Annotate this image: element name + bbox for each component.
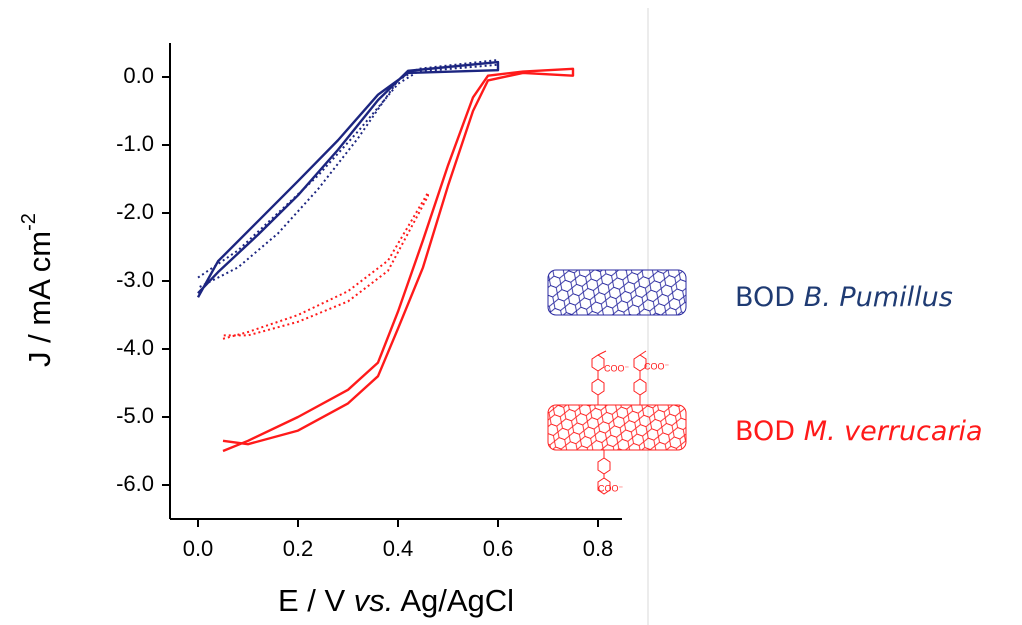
series-line	[197, 59, 499, 289]
y-tick-label: -3.0	[116, 267, 154, 292]
structure-label: COO⁻	[644, 361, 670, 371]
structure-labels: COO⁻ COO⁻ COO⁻	[598, 361, 670, 493]
legend-entry: BOD B. Pumillus	[735, 282, 953, 313]
series-line	[222, 67, 575, 453]
y-tick-label: -6.0	[116, 471, 154, 496]
structure-label: COO⁻	[598, 483, 624, 493]
nanotube-red	[547, 350, 687, 495]
x-axis-label: E / V vs. Ag/AgCl	[278, 583, 514, 618]
series-line	[196, 60, 500, 298]
y-tick-label: -1.0	[116, 131, 154, 156]
series-line	[222, 191, 429, 340]
legend-entry: BOD M. verrucaria	[735, 416, 983, 447]
y-tick-label: 0.0	[123, 63, 154, 88]
nanotube-blue	[547, 269, 687, 316]
y-axis-label: J / mA cm-2	[18, 213, 57, 367]
x-tick-label: 0.6	[483, 536, 514, 561]
y-tick-label: -2.0	[116, 199, 154, 224]
y-tick-label: -4.0	[116, 335, 154, 360]
x-tick-label: 0.2	[283, 536, 314, 561]
y-tick-label: -5.0	[116, 403, 154, 428]
x-tick-label: 0.8	[583, 536, 614, 561]
x-tick-label: 0.0	[183, 536, 214, 561]
structure-label: COO⁻	[604, 363, 630, 373]
x-tick-label: 0.4	[383, 536, 414, 561]
